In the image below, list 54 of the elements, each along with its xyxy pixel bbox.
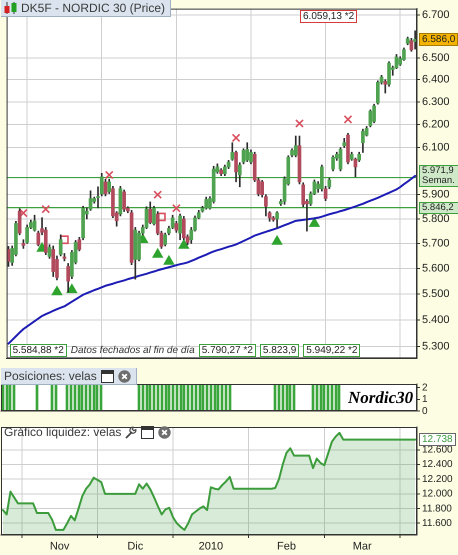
y-tick-label: 12.000 bbox=[422, 488, 454, 500]
annotation: Nordic30 bbox=[348, 388, 414, 406]
y-tick-label: 5.600 bbox=[422, 262, 450, 275]
point bbox=[104, 170, 114, 180]
y-tick-label: 6.500 bbox=[422, 52, 450, 64]
point bbox=[232, 134, 240, 142]
point bbox=[344, 115, 352, 124]
y-tick-label: 1 bbox=[422, 394, 428, 406]
annotation: 6.586,0 bbox=[419, 32, 458, 46]
annotation: 5.584,88 *2 bbox=[10, 344, 67, 358]
y-tick-label: 6.100 bbox=[422, 142, 450, 154]
y-tick-label: 11.600 bbox=[422, 518, 452, 529]
point bbox=[153, 190, 162, 200]
y-tick-label: 6.700 bbox=[422, 8, 450, 21]
y-tick-label: 0 bbox=[422, 406, 428, 417]
point bbox=[152, 248, 163, 258]
chart-title: Gráfico liquidez: velas bbox=[4, 425, 122, 439]
annotation: 5.949,22 *2 bbox=[303, 344, 360, 358]
annotation: 5.823,9 bbox=[260, 344, 300, 358]
point bbox=[52, 286, 62, 296]
y-tick-label: 6.400 bbox=[422, 74, 450, 86]
chart-title: DK5F - NORDIC 30 (Price) bbox=[21, 1, 166, 15]
chart-title: Posiciones: velas bbox=[4, 369, 97, 383]
x-tick-label: Dic bbox=[127, 540, 144, 553]
y-tick-label: 5.900 bbox=[422, 188, 450, 201]
point bbox=[178, 240, 189, 249]
point bbox=[164, 256, 174, 265]
point bbox=[309, 218, 320, 227]
annotation: 12.738 bbox=[419, 433, 456, 446]
y-tick-label: 5.800 bbox=[422, 212, 450, 225]
y-tick-label: 6.300 bbox=[422, 96, 450, 108]
y-tick-label: 5.500 bbox=[422, 288, 450, 300]
annotation: 6.059,13 *2 bbox=[300, 10, 358, 23]
x-tick-label: 2010 bbox=[198, 540, 224, 553]
point bbox=[172, 204, 181, 213]
point bbox=[295, 119, 304, 128]
y-tick-label: 6.200 bbox=[422, 118, 450, 131]
y-tick-label: 11.800 bbox=[422, 503, 452, 514]
ref-line-label: 5.971,9 Seman. bbox=[419, 164, 458, 187]
point bbox=[272, 236, 282, 245]
ref-line-label: 5.846,2 bbox=[419, 202, 458, 214]
y-tick-label: 5.300 bbox=[422, 340, 450, 352]
point bbox=[66, 284, 78, 294]
x-tick-label: Mar bbox=[352, 540, 372, 553]
annotation: Datos fechados al fin de día bbox=[70, 345, 195, 356]
y-tick-label: 12.400 bbox=[422, 459, 454, 470]
y-tick-label: 5.700 bbox=[422, 238, 450, 250]
x-tick-label: Nov bbox=[50, 540, 70, 553]
y-tick-label: 5.400 bbox=[422, 314, 450, 326]
annotation: 5.790,27 *2 bbox=[198, 344, 256, 358]
y-tick-label: 12.200 bbox=[422, 474, 454, 485]
y-tick-label: 2 bbox=[422, 382, 428, 394]
point bbox=[41, 204, 50, 214]
x-tick-label: Feb bbox=[277, 540, 296, 553]
